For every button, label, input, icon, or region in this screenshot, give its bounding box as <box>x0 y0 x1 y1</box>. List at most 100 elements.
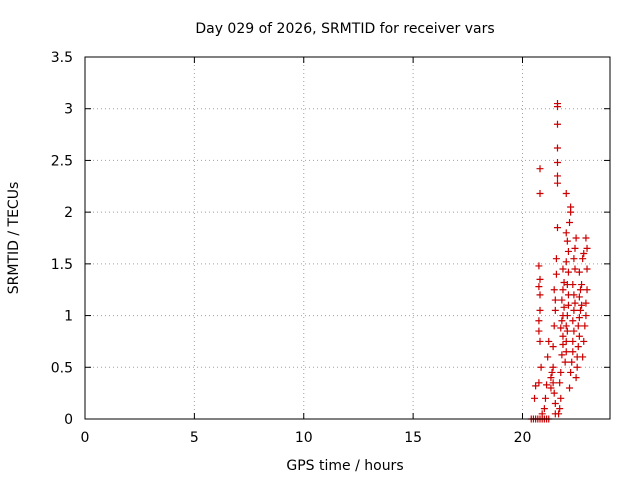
data-point <box>535 317 543 325</box>
data-point <box>580 337 588 345</box>
data-point <box>550 389 558 397</box>
data-point <box>544 353 552 361</box>
data-point <box>548 368 556 376</box>
data-point <box>554 120 561 128</box>
data-point <box>562 229 570 237</box>
data-point <box>550 322 558 330</box>
data-point <box>583 286 591 294</box>
data-point <box>583 244 591 252</box>
data-point <box>554 158 561 166</box>
plot-frame <box>84 56 611 420</box>
data-point <box>545 337 553 345</box>
data-point <box>560 303 568 311</box>
data-point <box>566 384 574 392</box>
data-point <box>541 394 549 402</box>
data-point <box>575 293 583 301</box>
data-point <box>554 224 561 232</box>
data-point <box>557 394 565 402</box>
data-point <box>559 341 567 349</box>
data-point <box>576 286 584 294</box>
y-tick-label: 3 <box>64 102 73 118</box>
data-point <box>554 144 561 152</box>
x-tick-label: 20 <box>514 430 532 446</box>
data-point <box>576 306 584 314</box>
data-points <box>527 100 591 423</box>
data-point <box>562 348 570 356</box>
data-point <box>559 332 567 340</box>
data-point <box>559 286 567 294</box>
x-axis-label: GPS time / hours <box>286 458 403 474</box>
grid <box>85 57 610 419</box>
data-point <box>562 190 570 198</box>
data-point <box>554 100 561 108</box>
data-point <box>535 379 543 387</box>
y-tick-label: 2 <box>64 205 73 221</box>
axis-ticks <box>84 56 610 420</box>
data-point <box>532 382 540 390</box>
data-point <box>552 270 560 278</box>
data-point <box>569 348 577 356</box>
data-point <box>583 265 591 273</box>
data-point <box>582 234 590 242</box>
data-point <box>540 405 548 413</box>
data-point <box>531 394 539 402</box>
data-point <box>558 317 566 325</box>
data-point <box>579 255 587 263</box>
y-tick-label: 0 <box>64 412 73 428</box>
data-point <box>549 379 557 387</box>
data-point <box>572 234 580 242</box>
data-point <box>575 314 583 322</box>
data-point <box>563 327 571 335</box>
data-point <box>581 322 589 330</box>
data-point <box>554 172 561 180</box>
data-point <box>579 353 587 361</box>
data-point <box>578 301 586 309</box>
data-point <box>555 410 563 418</box>
data-point <box>537 363 545 371</box>
data-point <box>554 179 561 187</box>
data-point <box>574 343 582 351</box>
data-point <box>536 337 544 345</box>
x-tick-label: 10 <box>295 430 313 446</box>
data-point <box>561 358 569 366</box>
y-tick-label: 0.5 <box>51 360 73 376</box>
chart-title: Day 029 of 2026, SRMTID for receiver var… <box>195 21 494 37</box>
x-tick-label: 15 <box>404 430 422 446</box>
data-point <box>582 299 590 307</box>
data-point <box>551 399 559 407</box>
x-tick-label: 0 <box>81 430 90 446</box>
data-point <box>578 281 586 289</box>
data-point <box>549 363 557 371</box>
data-point <box>557 324 565 332</box>
data-point <box>536 275 544 283</box>
data-point <box>573 363 581 371</box>
data-point <box>564 247 572 255</box>
data-point <box>571 265 579 273</box>
data-point <box>536 291 544 299</box>
data-point <box>571 244 579 252</box>
data-point <box>538 410 546 418</box>
data-point <box>570 306 578 314</box>
data-point <box>570 255 578 263</box>
data-point <box>564 268 572 276</box>
data-point <box>536 165 544 173</box>
tick-labels: 0 5 10 15 20 0 0.5 1 1.5 2 2.5 3 3.5 <box>51 50 532 446</box>
data-point <box>567 368 575 376</box>
data-point <box>570 327 578 335</box>
data-point <box>574 322 582 330</box>
data-point <box>558 351 566 359</box>
data-point <box>552 255 560 263</box>
data-point <box>557 368 565 376</box>
data-point <box>568 358 576 366</box>
data-point <box>536 306 544 314</box>
data-point <box>535 262 543 270</box>
data-point <box>562 258 570 266</box>
data-point <box>559 265 567 273</box>
data-point <box>535 283 543 291</box>
data-point <box>582 312 590 320</box>
data-point <box>571 299 579 307</box>
y-tick-label: 3.5 <box>51 50 73 66</box>
data-point <box>569 317 577 325</box>
data-point <box>556 379 564 387</box>
